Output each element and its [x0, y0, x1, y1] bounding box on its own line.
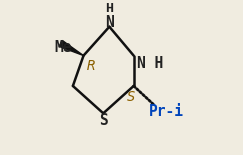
Text: N: N [105, 15, 114, 30]
Text: Pr-i: Pr-i [149, 104, 184, 119]
Text: H: H [105, 2, 113, 15]
Text: S: S [99, 113, 108, 128]
Text: N H: N H [137, 56, 163, 71]
Text: R: R [87, 59, 95, 73]
Text: S: S [126, 90, 135, 104]
Text: Me: Me [55, 40, 72, 55]
Polygon shape [59, 40, 84, 56]
